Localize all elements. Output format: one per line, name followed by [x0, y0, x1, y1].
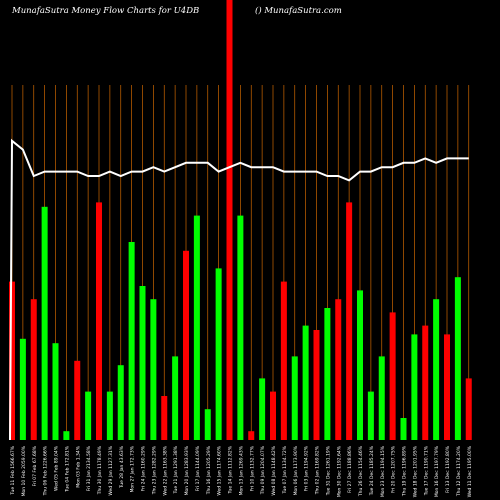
- money-flow-bar: [259, 378, 266, 440]
- x-tick-label: Tue 28 Jan 43.63%: [119, 445, 125, 489]
- x-tick-label: Wed 18 Dec 1201.95%: [412, 445, 418, 497]
- x-tick-label: Fri 03 Jan 1194.92%: [304, 445, 310, 491]
- x-tick-label: Fri 13 Dec 1192.80%: [445, 445, 451, 493]
- x-tick-label: Wed 29 Jan 1127.31%: [108, 445, 114, 495]
- x-tick-label: Thu 02 Jan 1169.82%: [315, 445, 321, 495]
- x-tick-label: Tue 17 Dec 1190.71%: [423, 445, 429, 496]
- money-flow-bar: [183, 250, 189, 440]
- money-flow-bar: [378, 356, 385, 440]
- x-tick-label: Tue 24 Dec 1185.24%: [369, 445, 375, 496]
- x-tick-label: Mon 30 Dec 1192.64%: [336, 445, 342, 497]
- x-tick-label: Thu 09 Jan 1204.07%: [260, 445, 266, 495]
- money-flow-bar: [389, 312, 396, 440]
- money-flow-bar: [313, 330, 320, 440]
- x-tick-label: Tue 21 Jan 1291.38%: [173, 445, 179, 494]
- x-tick-label: Fri 07 Feb 67.68%: [32, 445, 38, 486]
- money-flow-bar: [106, 391, 113, 440]
- x-tick-label: Mon 06 Jan 1173.90%: [293, 445, 299, 495]
- money-flow-bar: [30, 299, 37, 440]
- x-tick-label: Fri 31 Jan 2134.58%: [86, 445, 92, 491]
- x-tick-label: Mon 23 Dec 1194.15%: [380, 445, 386, 497]
- x-tick-label: Tue 07 Jan 1134.72%: [282, 445, 288, 494]
- x-tick-label: Thu 19 Dec 1196.89%: [402, 445, 408, 497]
- x-tick-label: Tue 04 Feb 172.81%: [64, 445, 70, 492]
- x-tick-label: Mon 03 Feb 1.34%: [75, 445, 81, 487]
- x-tick-label: Wed 08 Jan 1148.42%: [271, 445, 277, 495]
- money-flow-bar: [139, 286, 146, 440]
- x-tick-label: Mon 13 Jan 1269.43%: [238, 445, 244, 495]
- money-flow-bar: [74, 360, 81, 440]
- money-flow-bar: [85, 391, 92, 440]
- money-flow-bar: [346, 202, 353, 440]
- money-flow-bar: [444, 334, 450, 440]
- money-flow-bar: [335, 299, 342, 440]
- money-flow-bar: [422, 325, 429, 440]
- x-tick-label: Thu 23 Jan 1282.29%: [151, 445, 157, 495]
- x-tick-labels: Tue 11 Feb 1566.67% Mon 10 Feb 2059.00% Fr…: [10, 445, 473, 497]
- x-tick-label: Wed 11 Dec 1195.00%: [467, 445, 473, 497]
- x-tick-label: Thu 12 Dec 1174.20%: [456, 445, 462, 497]
- flow-line-layer: [9, 138, 469, 441]
- money-flow-bar: [172, 356, 179, 440]
- x-tick-label: Mon 16 Dec 1197.79%: [434, 445, 440, 497]
- money-flow-bar: [411, 334, 418, 440]
- chart-title: MunafaSutra Money Flow Charts for U4DB: [12, 6, 200, 16]
- money-flow-bar: [400, 418, 407, 440]
- credit-text: () MunafaSutra.com: [255, 6, 342, 16]
- bars: [9, 0, 472, 440]
- x-tick-label: Thu 16 Jan 1205.29%: [206, 445, 212, 495]
- money-flow-bar: [367, 391, 374, 440]
- money-flow-bar: [41, 206, 48, 440]
- money-flow-bar: [96, 202, 102, 440]
- money-flow-bar: [204, 409, 211, 440]
- money-flow-bar: [226, 0, 233, 440]
- money-flow-bar: [128, 242, 135, 440]
- money-flow-bar: [52, 343, 59, 440]
- money-flow-bar: [117, 365, 124, 440]
- money-flow-bar: [465, 378, 472, 440]
- x-tick-label: Thu 26 Dec 1154.46%: [358, 445, 364, 497]
- money-flow-bar: [63, 431, 70, 440]
- money-flow-bar: [161, 396, 168, 440]
- money-flow-bar: [280, 281, 287, 440]
- money-flow-bar: [19, 338, 26, 440]
- x-tick-label: Tue 11 Feb 1566.67%: [10, 445, 16, 495]
- money-flow-bar: [237, 215, 244, 440]
- x-tick-label: Wed 22 Jan 1163.38%: [162, 445, 168, 495]
- money-flow-bar: [150, 299, 157, 440]
- money-flow-bar: [270, 391, 276, 440]
- x-tick-label: Thu 06 Feb 1226.66%: [43, 445, 49, 496]
- money-flow-bar: [291, 356, 298, 440]
- x-tick-label: Tue 14 Jan 1112.82%: [228, 445, 234, 494]
- x-tick-label: Fri 10 Jan 1132.77%: [249, 445, 255, 491]
- money-flow-bar: [302, 325, 309, 440]
- money-flow-bar: [454, 277, 461, 440]
- x-tick-label: Mon 27 Jan 172.73%: [130, 445, 136, 492]
- x-tick-label: Wed 15 Jan 1174.60%: [217, 445, 223, 495]
- money-flow-bar: [357, 290, 363, 440]
- money-flow-bar: [433, 299, 440, 440]
- money-flow-bar: [248, 431, 255, 440]
- x-tick-label: Fri 27 Dec 1188.86%: [347, 445, 353, 493]
- x-tick-label: Wed 05 Feb 89.04%: [54, 445, 60, 491]
- x-tick-label: Mon 10 Feb 2059.00%: [21, 445, 27, 496]
- money-flow-bar: [215, 268, 222, 440]
- money-flow-bar: [193, 215, 200, 440]
- money-flow-line: [9, 138, 469, 441]
- money-flow-bar: [9, 281, 15, 440]
- x-tick-label: Thu 30 Jan 1178.49%: [97, 445, 103, 495]
- x-tick-label: Fri 24 Jan 1160.29%: [141, 445, 147, 491]
- x-tick-label: Mon 20 Jan 1283.93%: [184, 445, 190, 495]
- x-tick-label: Fri 17 Jan 1144.09%: [195, 445, 201, 491]
- money-flow-bar: [324, 308, 331, 440]
- x-tick-label: Fri 20 Dec 1207.75%: [391, 445, 397, 493]
- x-tick-label: Tue 31 Dec 1261.19%: [325, 445, 331, 496]
